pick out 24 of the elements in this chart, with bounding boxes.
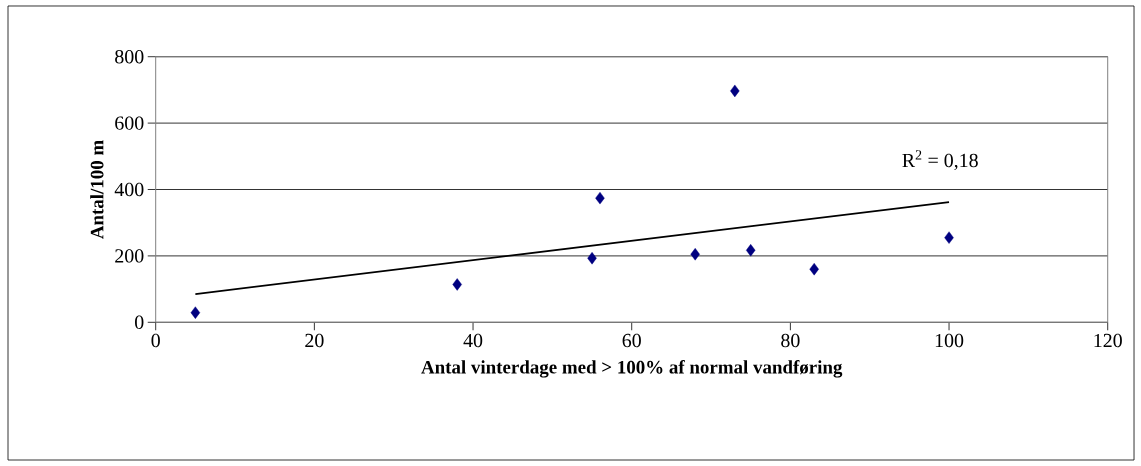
x-tick-label: 40 [463,333,483,348]
y-tick-label: 800 [115,49,144,64]
point [730,84,740,98]
y-axis-title: Antal/100 m [90,140,104,239]
point [452,278,462,291]
point [190,306,201,319]
point [809,263,819,276]
point [587,252,597,265]
x-tick-label: 0 [151,333,160,348]
x-tick-label: 60 [622,333,641,348]
y-tick-label: 400 [114,182,144,197]
point [690,248,700,261]
y-tick-label: 200 [115,249,144,263]
x-tick-label: 20 [305,333,324,348]
y-tick-label: 0 [135,315,144,330]
x-tick-label: 120 [1094,333,1122,348]
x-tick-label: 80 [781,333,800,348]
annotation: R$^{2}$ = 0,18 [902,150,978,171]
x-axis-title: Antal vinterdage med > 100% af normal vandføring [421,360,843,378]
point [746,244,756,257]
point [595,191,605,205]
x-tick-label: 100 [935,333,964,348]
point [944,231,954,244]
y-tick-label: 600 [115,116,144,130]
